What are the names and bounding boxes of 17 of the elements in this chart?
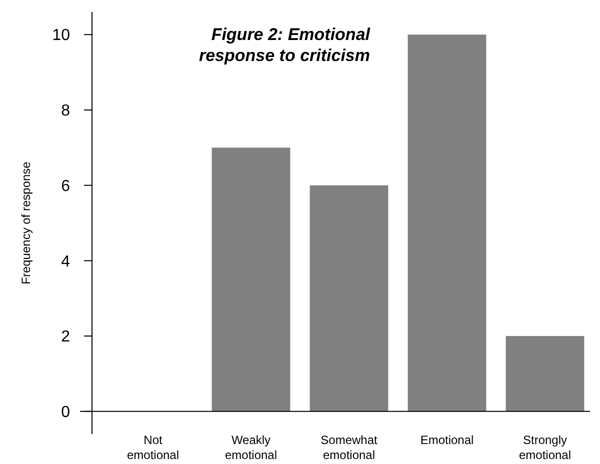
bar [506, 336, 584, 412]
x-tick-label: Emotional [420, 433, 474, 447]
bar [310, 185, 388, 412]
x-tick-label: Not emotional [126, 433, 180, 462]
bar [212, 148, 290, 412]
x-tick-label: Somewhat emotional [320, 433, 378, 462]
y-tick-label: 10 [52, 27, 70, 44]
x-tick-label: Weakly emotional [224, 433, 278, 462]
bar [408, 34, 486, 412]
y-tick-label: 0 [61, 404, 70, 421]
y-axis-title: Frequency of response [19, 161, 33, 284]
y-tick-label: 4 [61, 253, 70, 270]
y-tick-label: 8 [61, 102, 70, 120]
y-tick-label: 2 [61, 328, 70, 346]
text: Figure 2: Emotional response to criticism [198, 25, 372, 65]
y-tick-label: 6 [61, 178, 70, 195]
x-tick-label: Strongly emotional [518, 433, 572, 462]
